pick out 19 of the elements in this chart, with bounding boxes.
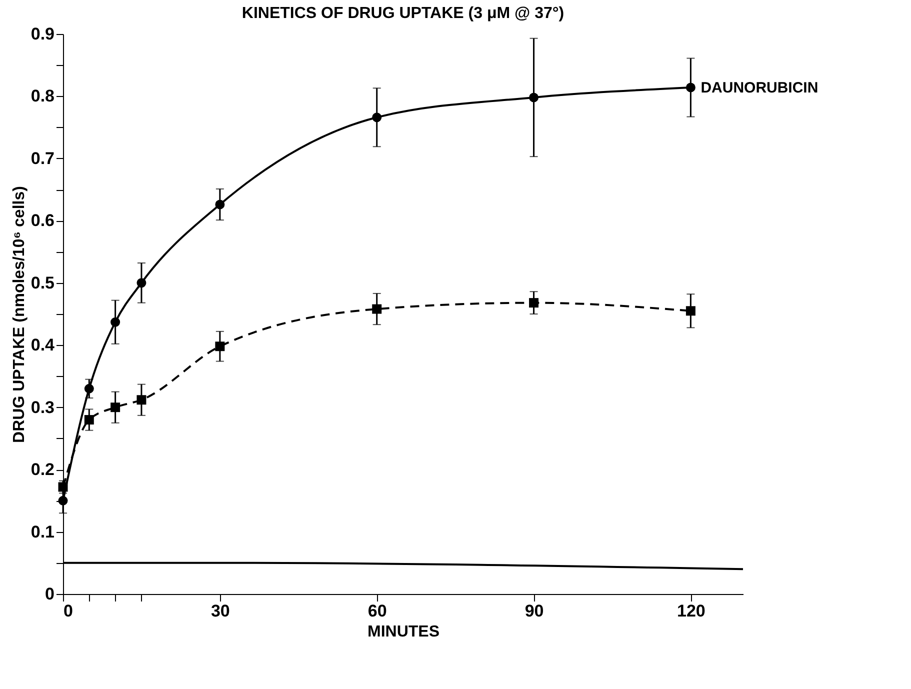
y-axis-title: DRUG UPTAKE (nmoles/10⁶ cells) — [10, 186, 28, 443]
x-tick-label: 60 — [368, 602, 387, 620]
x-tick-label: 30 — [210, 602, 230, 620]
y-tick-label: 0.1 — [30, 522, 54, 542]
y-tick-label: 0.2 — [30, 460, 54, 480]
y-tick-label: 0.9 — [30, 24, 54, 44]
y-tick-label: 0.7 — [30, 148, 54, 168]
x-tick-label: 90 — [524, 602, 544, 620]
x-tick-label: 120 — [677, 602, 706, 620]
series-label: DAUNORUBICIN — [700, 80, 818, 97]
y-tick-label: 0.8 — [30, 86, 54, 106]
y-tick-label: 0.4 — [30, 336, 56, 355]
y-tick-label: 0.5 — [30, 273, 54, 292]
x-tick-label: 0 — [64, 602, 73, 620]
y-tick-label: 0.3 — [30, 398, 54, 417]
y-tick-label: 0 — [45, 584, 54, 604]
x-axis-title: MINUTES — [368, 624, 440, 640]
chart-title: KINETICS OF DRUG UPTAKE (3 μM @ 37°) — [242, 5, 564, 22]
y-tick-label: 0.6 — [30, 211, 54, 230]
